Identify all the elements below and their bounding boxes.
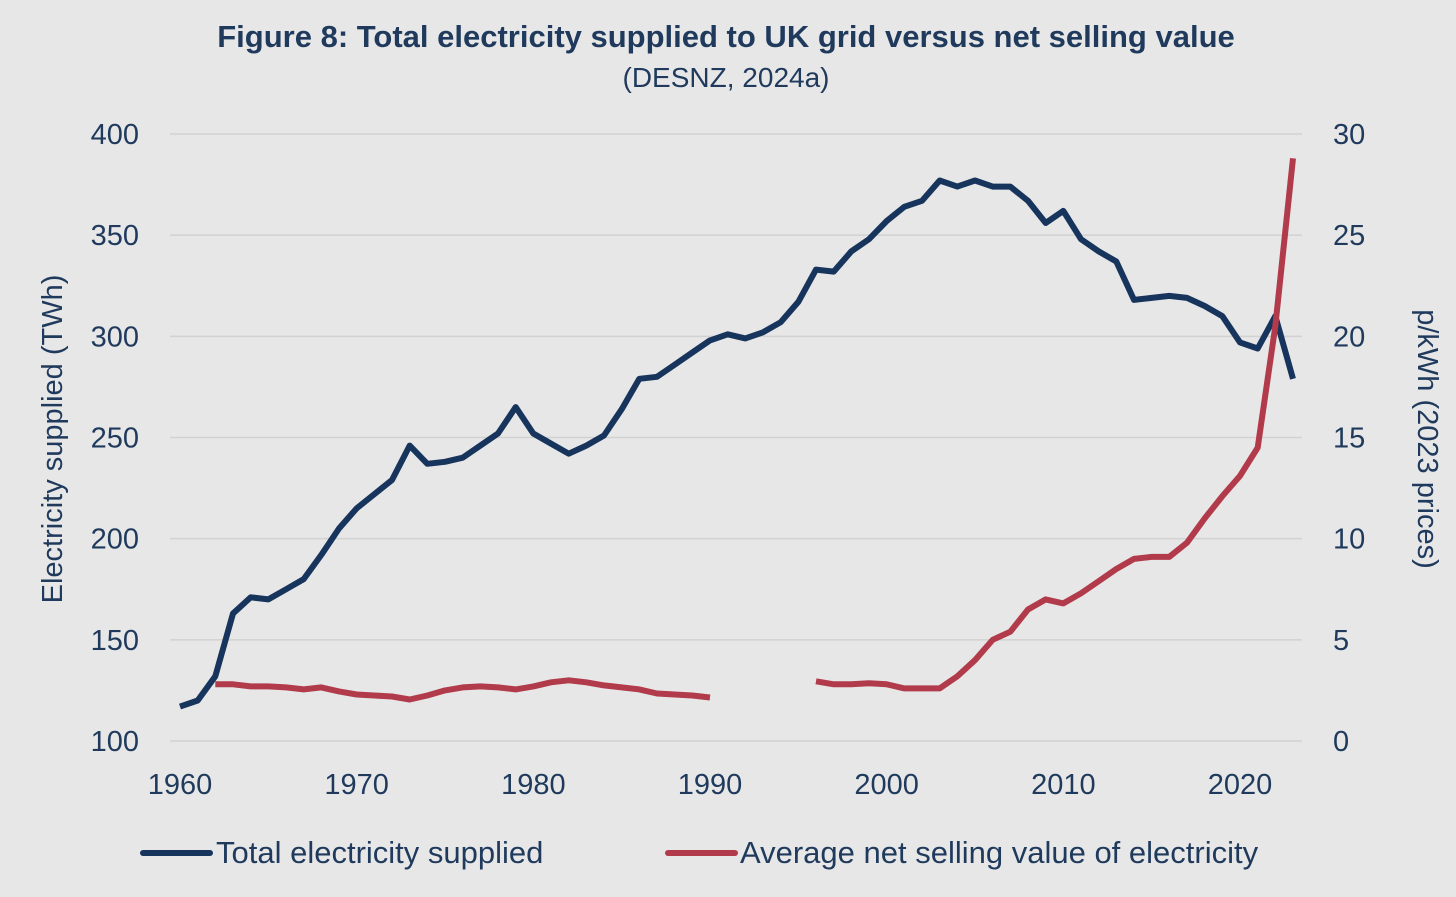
x-tick-label: 2010 (1031, 769, 1096, 801)
x-tick-label: 2000 (854, 769, 919, 801)
y2-tick-label: 5 (1333, 625, 1349, 657)
x-axis-ticks: 1960 1970 1980 1990 2000 2010 2020 (148, 769, 1273, 801)
x-tick-label: 1960 (148, 769, 213, 801)
chart-title: Figure 8: Total electricity supplied to … (217, 19, 1235, 54)
y-tick-label: 250 (91, 423, 139, 455)
chart-subtitle: (DESNZ, 2024a) (623, 62, 830, 93)
right-axis-ticks: 30 25 20 15 10 5 0 (1333, 119, 1365, 758)
y-tick-label: 350 (91, 220, 139, 252)
y-tick-label: 300 (91, 321, 139, 353)
series-layer (179, 157, 1296, 710)
x-tick-label: 2020 (1208, 769, 1273, 801)
y2-tick-label: 20 (1333, 321, 1365, 353)
y-tick-label: 150 (91, 625, 139, 657)
left-axis-ticks: 400 350 300 250 200 150 100 (91, 119, 139, 758)
x-tick-label: 1980 (501, 769, 566, 801)
x-tick-label: 1990 (678, 769, 743, 801)
left-axis-label: Electricity supplied (TWh) (37, 275, 69, 604)
y2-tick-label: 10 (1333, 524, 1365, 556)
series-line-average-net-selling-value-of-electricity (215, 157, 1296, 703)
x-tick-label: 1970 (324, 769, 389, 801)
right-axis-label: p/kWh (2023 prices) (1411, 309, 1443, 569)
series-line-total-electricity-supplied (179, 177, 1296, 710)
legend: Total electricity supplied Average net s… (140, 835, 1259, 870)
y2-tick-label: 25 (1333, 220, 1365, 252)
legend-label-total-electricity: Total electricity supplied (216, 835, 543, 870)
y2-tick-label: 30 (1333, 119, 1365, 151)
y2-tick-label: 0 (1333, 726, 1349, 758)
y-tick-label: 400 (91, 119, 139, 151)
grid-lines (170, 133, 1302, 742)
y-tick-label: 200 (91, 524, 139, 556)
legend-label-net-selling-value: Average net selling value of electricity (740, 835, 1259, 870)
y2-tick-label: 15 (1333, 423, 1365, 455)
y-tick-label: 100 (91, 726, 139, 758)
